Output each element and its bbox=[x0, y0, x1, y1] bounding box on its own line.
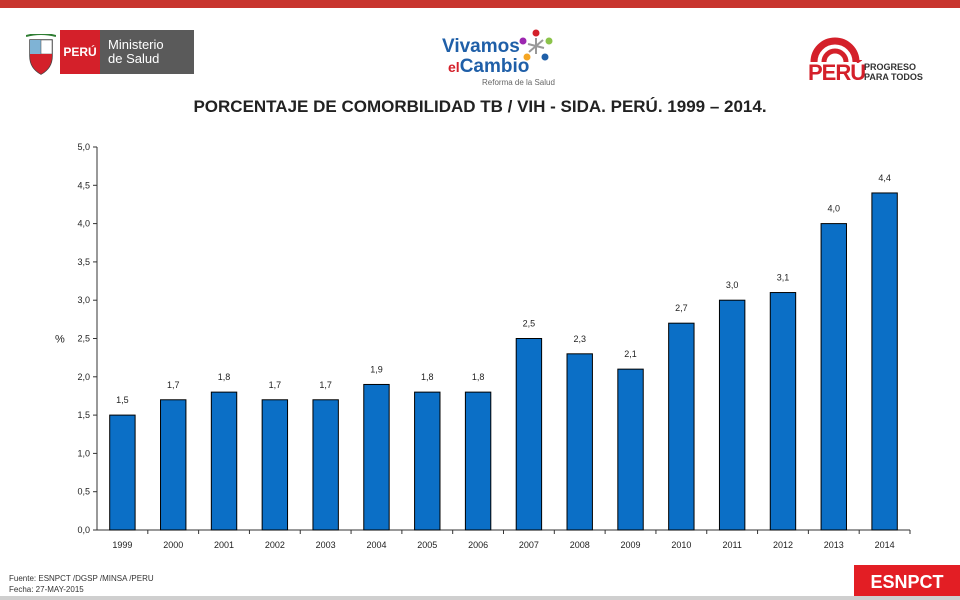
x-tick-label: 2005 bbox=[417, 540, 437, 550]
bar-value-label: 1,7 bbox=[319, 380, 332, 390]
bar-value-label: 2,3 bbox=[573, 334, 586, 344]
y-tick-label: 4,0 bbox=[77, 219, 90, 229]
cambio-word: Cambio bbox=[459, 56, 530, 77]
x-tick-label: 2009 bbox=[621, 540, 641, 550]
peru-tag-line2: PARA TODOS bbox=[864, 72, 923, 82]
x-tick-label: 2013 bbox=[824, 540, 844, 550]
header: PERÚ Ministerio de Salud Vivamos elCambi… bbox=[0, 8, 960, 88]
bar bbox=[414, 391, 441, 531]
bar bbox=[718, 299, 746, 531]
peru-word: PERÚ bbox=[808, 60, 866, 85]
minsa-logo: PERÚ Ministerio de Salud bbox=[26, 30, 194, 82]
top-accent-bar bbox=[0, 0, 960, 8]
y-tick-label: 1,0 bbox=[77, 448, 90, 458]
bar-value-label: 1,8 bbox=[218, 372, 231, 382]
y-axis-label: % bbox=[55, 334, 65, 346]
y-tick-label: 2,5 bbox=[77, 334, 90, 344]
x-tick-label: 2001 bbox=[214, 540, 234, 550]
bar bbox=[668, 322, 695, 531]
bar bbox=[515, 338, 543, 531]
bar-value-label: 4,4 bbox=[878, 173, 891, 183]
x-tick-label: 2008 bbox=[570, 540, 590, 550]
x-tick-label: 2010 bbox=[671, 540, 691, 550]
bar bbox=[109, 414, 136, 531]
y-tick-label: 4,5 bbox=[77, 180, 90, 190]
bar-value-label: 4,0 bbox=[828, 204, 841, 214]
bar-value-label: 3,1 bbox=[777, 273, 790, 283]
coat-of-arms-icon bbox=[26, 34, 56, 75]
minsa-name-line2: de Salud bbox=[108, 51, 160, 66]
bottom-divider bbox=[0, 596, 960, 600]
bar bbox=[769, 292, 797, 531]
x-tick-label: 2006 bbox=[468, 540, 488, 550]
y-tick-label: 5,0 bbox=[77, 142, 90, 152]
chart-title: PORCENTAJE DE COMORBILIDAD TB / VIH - SI… bbox=[193, 97, 767, 116]
bar-chart-svg: 0,0 0,5 1,0 1,5 2,0 2,5 3,0 3,5 4,0 4,5 5,0% 1,5 199… bbox=[55, 142, 911, 550]
x-tick-label: 2011 bbox=[722, 540, 741, 550]
bar-value-label: 1,8 bbox=[421, 372, 434, 382]
bar-value-label: 1,8 bbox=[472, 372, 485, 382]
x-tick-label: 2007 bbox=[519, 540, 539, 550]
bar bbox=[617, 368, 644, 531]
y-tick-label: 0,0 bbox=[77, 525, 90, 535]
x-tick-label: 2002 bbox=[265, 540, 285, 550]
bar-value-label: 1,7 bbox=[167, 380, 180, 390]
bar bbox=[210, 391, 238, 531]
x-tick-label: 2004 bbox=[366, 540, 386, 550]
x-tick-label: 2014 bbox=[875, 540, 895, 550]
bar bbox=[464, 391, 492, 531]
minsa-country-label: PERÚ bbox=[60, 30, 100, 74]
bar-chart: 0,0 0,5 1,0 1,5 2,0 2,5 3,0 3,5 4,0 4,5 5,0% 1,5 199… bbox=[50, 140, 920, 560]
y-tick-label: 3,5 bbox=[77, 257, 90, 267]
minsa-name: Ministerio de Salud bbox=[100, 30, 194, 74]
bar bbox=[566, 353, 593, 531]
date-note: Fecha: 27-MAY-2015 bbox=[9, 585, 84, 594]
bar-value-label: 1,5 bbox=[116, 395, 129, 405]
y-tick-label: 0,5 bbox=[77, 487, 90, 497]
bar-value-label: 2,7 bbox=[675, 303, 688, 313]
x-tick-label: 1999 bbox=[112, 540, 132, 550]
vivamos-word: Vivamos bbox=[442, 36, 520, 57]
vivamos-el-cambio-logo: Vivamos elCambio Reforma de la Salud bbox=[438, 26, 568, 90]
esnpct-badge: ESNPCT bbox=[854, 565, 960, 599]
peru-tagline: PROGRESO PARA TODOS bbox=[864, 62, 923, 82]
bar bbox=[160, 399, 187, 531]
y-tick-label: 2,0 bbox=[77, 372, 90, 382]
bar bbox=[312, 399, 339, 531]
vivamos-subtitle: Reforma de la Salud bbox=[482, 78, 555, 87]
bar-value-label: 2,1 bbox=[624, 349, 637, 359]
x-tick-label: 2012 bbox=[773, 540, 793, 550]
bar bbox=[820, 223, 847, 531]
y-tick-label: 1,5 bbox=[77, 410, 90, 420]
bar bbox=[363, 383, 390, 531]
peru-progreso-logo: PERÚ PROGRESO PARA TODOS bbox=[808, 34, 938, 90]
bar-value-label: 3,0 bbox=[726, 280, 739, 290]
el-cambio-words: elCambio bbox=[448, 56, 529, 78]
peru-tag-line1: PROGRESO bbox=[864, 62, 917, 72]
bar-value-label: 2,5 bbox=[523, 319, 536, 329]
x-tick-label: 2000 bbox=[163, 540, 183, 550]
el-word: el bbox=[448, 59, 460, 75]
bar bbox=[261, 399, 289, 531]
bar-value-label: 1,7 bbox=[269, 380, 282, 390]
bar-value-label: 1,9 bbox=[370, 364, 383, 374]
bar bbox=[871, 192, 898, 531]
people-circle-icon bbox=[519, 29, 553, 61]
y-tick-label: 3,0 bbox=[77, 295, 90, 305]
footnote: Fuente: ESNPCT /DGSP /MINSA /PERU Fecha:… bbox=[9, 573, 154, 595]
source-note: Fuente: ESNPCT /DGSP /MINSA /PERU bbox=[9, 574, 154, 583]
peru-arc-icon bbox=[810, 37, 860, 62]
minsa-name-line1: Ministerio bbox=[108, 37, 164, 52]
x-tick-label: 2003 bbox=[316, 540, 336, 550]
